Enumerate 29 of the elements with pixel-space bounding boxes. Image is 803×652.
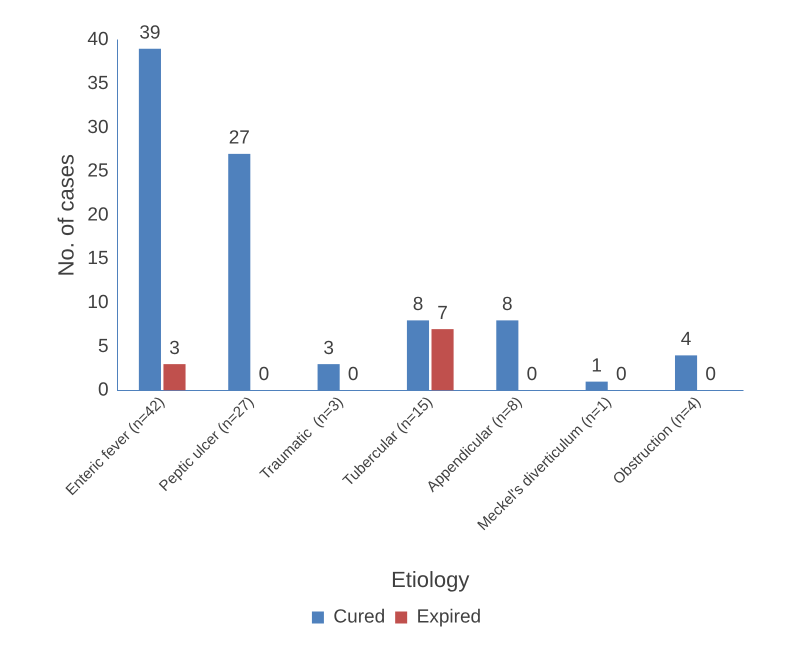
y-tick-label: 20 (87, 204, 109, 226)
y-tick-label: 25 (87, 160, 109, 182)
data-label: 0 (348, 364, 358, 386)
y-tick-label: 15 (87, 248, 109, 270)
x-axis-title: Etiology (391, 566, 470, 592)
data-label: 27 (228, 128, 250, 149)
data-label: 0 (705, 364, 716, 386)
y-tick-label: 0 (98, 380, 109, 401)
data-label: 4 (680, 329, 692, 350)
y-tick-label: 5 (98, 336, 109, 357)
data-label: 8 (412, 294, 424, 316)
y-axis-title: No. of cases (53, 154, 78, 276)
y-tick-label: 40 (87, 29, 109, 50)
legend-label: Cured (333, 606, 386, 628)
data-label: 3 (323, 338, 334, 359)
y-tick-label: 35 (87, 73, 109, 94)
data-label: 0 (616, 364, 627, 386)
data-label: 3 (169, 338, 180, 359)
data-label: 0 (258, 364, 270, 386)
data-label: 1 (591, 355, 602, 376)
bar (431, 329, 454, 390)
data-label: 7 (437, 302, 448, 324)
data-label: 8 (502, 294, 513, 316)
y-tick-label: 30 (87, 116, 109, 138)
legend-label: Expired (416, 606, 482, 628)
bar (163, 364, 186, 390)
y-tick-label: 10 (87, 292, 109, 314)
data-label: 0 (526, 364, 538, 386)
data-label: 39 (139, 22, 160, 44)
